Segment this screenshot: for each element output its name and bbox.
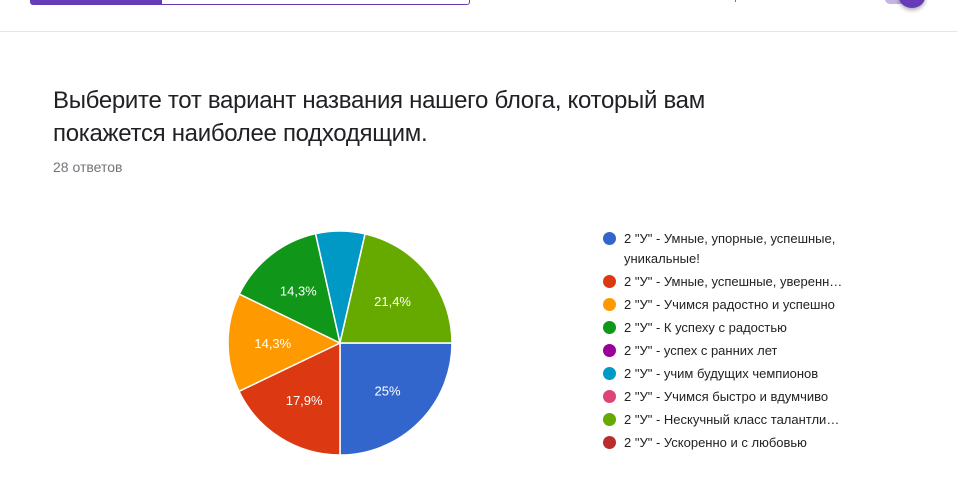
slice-label: 17,9% xyxy=(286,393,323,408)
chart-legend: 2 "У" - Умные, упорные, успешные, уникал… xyxy=(603,229,893,456)
legend-color-dot-icon xyxy=(603,413,616,426)
top-bar xyxy=(0,0,957,32)
slice-label: 14,3% xyxy=(280,283,317,298)
toggle-switch[interactable] xyxy=(899,0,925,8)
legend-label: 2 "У" - успех с ранних лет xyxy=(624,343,778,358)
legend-item[interactable]: 2 "У" - Нескучный класс талантли… xyxy=(603,410,893,430)
legend-label: 2 "У" - учим будущих чемпионов xyxy=(624,366,819,381)
legend-color-dot-icon xyxy=(603,321,616,334)
legend-item[interactable]: 2 "У" - К успеху с радостью xyxy=(603,318,893,338)
slice-label: 21,4% xyxy=(374,294,411,309)
question-title: Выберите тот вариант названия нашего бло… xyxy=(53,87,705,147)
legend-label: 2 "У" - Ускоренно и с любовью xyxy=(624,435,807,450)
progress-bar xyxy=(30,0,470,5)
progress-fill xyxy=(31,0,163,4)
slice-label: 14,3% xyxy=(254,336,291,351)
legend-color-dot-icon xyxy=(603,436,616,449)
pie-slice[interactable] xyxy=(227,293,342,393)
legend-color-dot-icon xyxy=(603,275,616,288)
legend-item[interactable]: 2 "У" - успех с ранних лет xyxy=(603,341,893,361)
slice-label: 25% xyxy=(375,384,401,399)
legend-label: 2 "У" - Умные, упорные, успешные, уникал… xyxy=(624,231,836,266)
legend-color-dot-icon xyxy=(603,390,616,403)
legend-label: 2 "У" - Учимся быстро и вдумчиво xyxy=(624,389,829,404)
pie-chart: 25% 17,9% 14,3% 14,3% 21,4% xyxy=(227,230,453,456)
legend-label: 2 "У" - К успеху с радостью xyxy=(624,320,787,335)
legend-color-dot-icon xyxy=(603,344,616,357)
legend-color-dot-icon xyxy=(603,232,616,245)
divider-mark xyxy=(735,0,736,2)
legend-item[interactable]: 2 "У" - учим будущих чемпионов xyxy=(603,364,893,384)
legend-item[interactable]: 2 "У" - Умные, упорные, успешные, уникал… xyxy=(603,229,893,269)
legend-item[interactable]: 2 "У" - Умные, успешные, уверенн… xyxy=(603,272,893,292)
legend-color-dot-icon xyxy=(603,367,616,380)
pie-slice[interactable] xyxy=(339,232,453,344)
legend-item[interactable]: 2 "У" - Учимся радостно и успешно xyxy=(603,295,893,315)
legend-item[interactable]: 2 "У" - Учимся быстро и вдумчиво xyxy=(603,387,893,407)
pie-slice[interactable] xyxy=(238,232,342,345)
legend-label: 2 "У" - Нескучный класс талантли… xyxy=(624,412,840,427)
pie-slice[interactable] xyxy=(237,341,341,456)
pie-slice[interactable] xyxy=(339,342,453,456)
response-count: 28 ответов xyxy=(53,159,123,175)
legend-color-dot-icon xyxy=(603,298,616,311)
legend-item[interactable]: 2 "У" - Ускоренно и с любовью xyxy=(603,433,893,453)
legend-label: 2 "У" - Учимся радостно и успешно xyxy=(624,297,835,312)
legend-label: 2 "У" - Умные, успешные, уверенн… xyxy=(624,274,843,289)
